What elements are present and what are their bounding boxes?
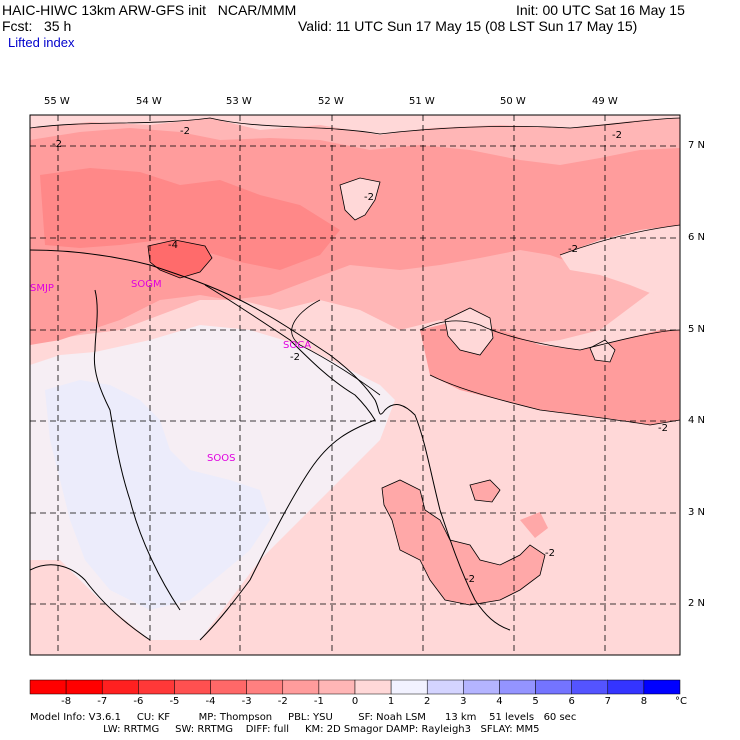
contour-label: -4 (168, 240, 178, 251)
lon-label: 50 W (500, 96, 526, 107)
colorbar-swatch (499, 679, 536, 695)
colorbar-tick-label: 0 (351, 696, 359, 707)
lat-label: 6 N (688, 232, 706, 243)
colorbar-tick-label: 8 (640, 696, 648, 707)
station-label-sogm: SOGM (131, 279, 162, 290)
contour-label: -2 (612, 130, 622, 141)
lon-label: 53 W (226, 96, 252, 107)
contour-label: -2 (568, 244, 578, 255)
forecast-hour: Fcst: 35 h (2, 18, 72, 34)
colorbar-swatch (354, 679, 392, 695)
contour-label: -2 (465, 574, 475, 585)
colorbar-swatch (174, 679, 211, 695)
colorbar-tick-label: 5 (532, 696, 539, 707)
colorbar-swatch (390, 679, 428, 695)
colorbar-swatch (29, 679, 67, 695)
colorbar-tick-label: -7 (97, 696, 108, 707)
contour-value-labels: -2 -2 -2 -4 -2 -2 -2 -2 -2 -2 (52, 126, 668, 585)
lat-label: 5 N (688, 324, 706, 335)
colorbar-tick-label: -8 (61, 696, 72, 707)
shaded-field (30, 115, 680, 655)
colorbar-tick-label: -2 (277, 696, 288, 707)
lon-label: 49 W (592, 96, 618, 107)
colorbar-tick-label: 7 (604, 696, 611, 707)
colorbar-swatch (246, 679, 284, 695)
contour-label: -2 (364, 192, 374, 203)
colorbar-tick-label: 2 (424, 696, 431, 707)
colorbar-swatch (607, 679, 645, 695)
colorbar-swatch (210, 679, 247, 695)
contour-label: -2 (52, 139, 62, 150)
init-time: Init: 00 UTC Sat 16 May 15 (516, 2, 685, 18)
graticule (30, 115, 680, 655)
colorbar-tick-label: 3 (460, 696, 467, 707)
colorbar-swatch (571, 679, 609, 695)
colorbar-swatch (535, 679, 572, 695)
lon-label: 54 W (136, 96, 162, 107)
field-name: Lifted index (8, 35, 75, 50)
contour-label: -2 (180, 126, 190, 137)
map-frame (29, 114, 681, 656)
contour-label: -2 (545, 548, 555, 559)
station-label-soca: SOCA (283, 340, 312, 351)
colorbar-swatch (282, 679, 320, 695)
lat-label: 3 N (688, 507, 706, 518)
colorbar-tick-label: -3 (241, 696, 252, 707)
contour-lines (30, 117, 680, 606)
lat-label: 4 N (688, 415, 706, 426)
colorbar-tick-label: -5 (169, 696, 180, 707)
coastline (30, 249, 511, 641)
station-label-smjp: SMJP (30, 283, 54, 294)
colorbar-swatch (318, 679, 356, 695)
colorbar-swatch (643, 679, 681, 695)
station-label-soos: SOOS (207, 453, 236, 464)
colorbar-swatch (138, 679, 175, 695)
lon-label: 52 W (318, 96, 344, 107)
model-info-line2: LW: RRTMG SW: RRTMG DIFF: full KM: 2D Sm… (30, 724, 540, 735)
colorbar-tick-label: -4 (205, 696, 216, 707)
lat-label: 2 N (688, 598, 706, 609)
lat-label: 7 N (688, 140, 706, 151)
colorbar (29, 679, 681, 695)
valid-time: Valid: 11 UTC Sun 17 May 15 (08 LST Sun … (298, 18, 638, 34)
contour-label: -2 (658, 423, 668, 434)
colorbar-unit: °C (675, 696, 687, 707)
colorbar-tick-label: 6 (568, 696, 575, 707)
colorbar-tick-label: -1 (313, 696, 324, 707)
colorbar-tick-label: 1 (387, 696, 395, 707)
colorbar-swatch (101, 679, 139, 695)
lon-label: 51 W (409, 96, 435, 107)
model-info-line1: Model Info: V3.6.1 CU: KF MP: Thompson P… (30, 712, 577, 723)
model-title: HAIC-HIWC 13km ARW-GFS init NCAR/MMM (2, 2, 297, 18)
colorbar-swatch (426, 679, 464, 695)
colorbar-swatch (65, 679, 103, 695)
colorbar-swatch (463, 679, 500, 695)
colorbar-tick-label: -6 (133, 696, 144, 707)
lon-label: 55 W (44, 96, 70, 107)
contour-label: -2 (290, 352, 300, 363)
colorbar-tick-label: 4 (496, 696, 503, 707)
